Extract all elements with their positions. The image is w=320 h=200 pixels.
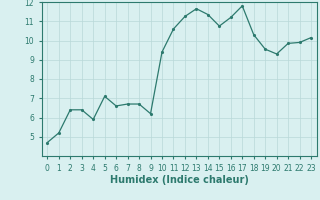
X-axis label: Humidex (Indice chaleur): Humidex (Indice chaleur) bbox=[110, 175, 249, 185]
